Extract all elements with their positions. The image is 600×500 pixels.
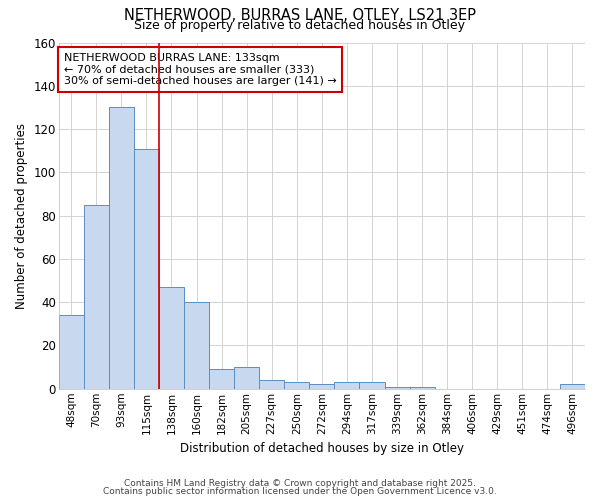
Text: Size of property relative to detached houses in Otley: Size of property relative to detached ho… <box>134 18 466 32</box>
Bar <box>84 205 109 389</box>
Y-axis label: Number of detached properties: Number of detached properties <box>15 122 28 308</box>
X-axis label: Distribution of detached houses by size in Otley: Distribution of detached houses by size … <box>180 442 464 455</box>
Bar <box>234 367 259 389</box>
Bar <box>385 386 410 389</box>
Text: Contains HM Land Registry data © Crown copyright and database right 2025.: Contains HM Land Registry data © Crown c… <box>124 478 476 488</box>
Bar <box>59 315 84 389</box>
Bar <box>410 386 434 389</box>
Bar <box>209 370 234 389</box>
Bar <box>159 287 184 389</box>
Bar <box>334 382 359 389</box>
Bar <box>284 382 310 389</box>
Bar <box>109 108 134 389</box>
Bar <box>560 384 585 389</box>
Text: NETHERWOOD BURRAS LANE: 133sqm
← 70% of detached houses are smaller (333)
30% of: NETHERWOOD BURRAS LANE: 133sqm ← 70% of … <box>64 53 337 86</box>
Text: Contains public sector information licensed under the Open Government Licence v3: Contains public sector information licen… <box>103 487 497 496</box>
Bar <box>359 382 385 389</box>
Text: NETHERWOOD, BURRAS LANE, OTLEY, LS21 3EP: NETHERWOOD, BURRAS LANE, OTLEY, LS21 3EP <box>124 8 476 22</box>
Bar <box>310 384 334 389</box>
Bar <box>184 302 209 389</box>
Bar <box>134 148 159 389</box>
Bar <box>259 380 284 389</box>
